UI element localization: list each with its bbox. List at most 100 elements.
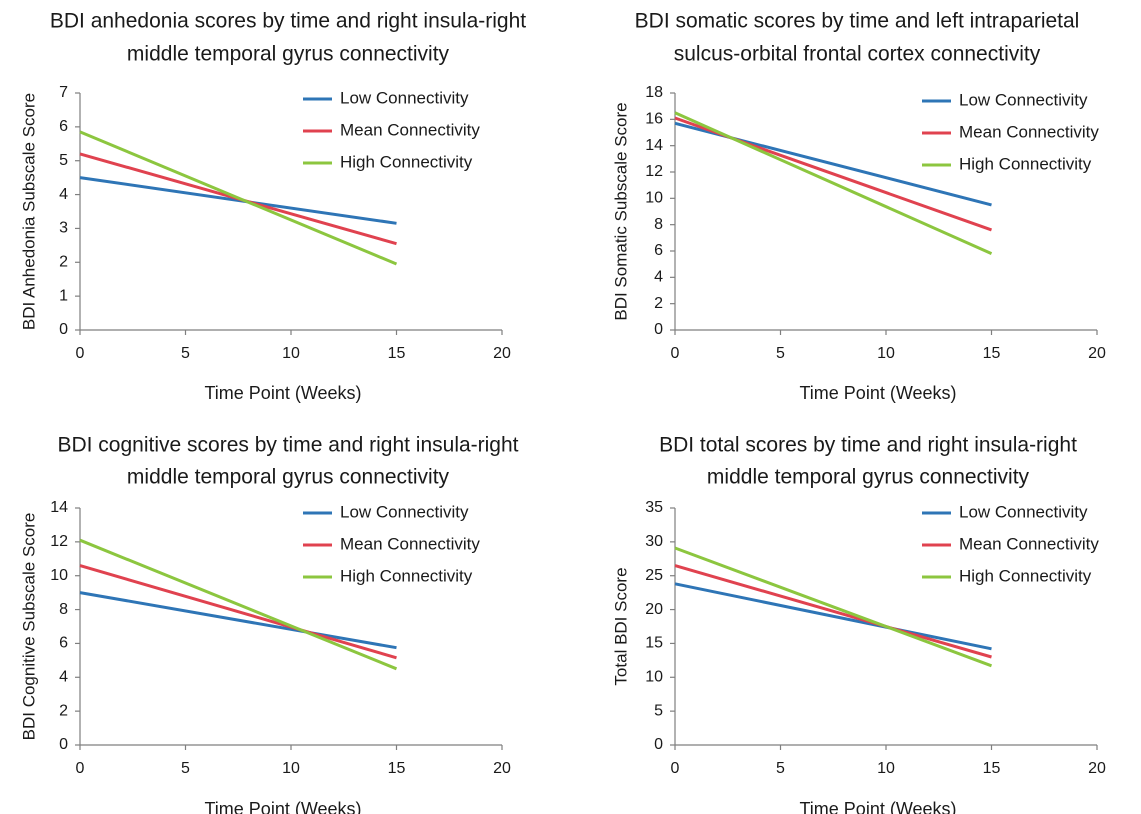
x-axis-label: Time Point (Weeks): [799, 383, 956, 403]
legend-label: Mean Connectivity: [959, 122, 1099, 141]
x-axis-label: Time Point (Weeks): [204, 383, 361, 403]
chart-panel-4: BDI total scores by time and right insul…: [611, 434, 1106, 814]
legend-label: Low Connectivity: [340, 502, 469, 521]
y-tick-label: 10: [645, 190, 663, 207]
legend-label: Mean Connectivity: [340, 534, 480, 553]
chart-title-line-2: middle temporal gyrus connectivity: [707, 466, 1030, 489]
legend: Low Connectivity Mean Connectivity High Co…: [922, 90, 1099, 173]
x-tick-label: 10: [282, 760, 300, 777]
x-tick-label: 20: [493, 345, 511, 362]
y-tick-label: 6: [59, 118, 68, 135]
chart-panel-1: BDI anhedonia scores by time and right i…: [19, 10, 526, 403]
x-tick-label: 5: [776, 760, 785, 777]
x-tick-label: 10: [877, 760, 895, 777]
y-tick-label: 0: [59, 321, 68, 338]
legend-label: Low Connectivity: [959, 90, 1088, 109]
chart-panel-2: BDI somatic scores by time and left intr…: [611, 10, 1106, 403]
y-tick-label: 15: [645, 635, 663, 652]
legend-label: Low Connectivity: [340, 88, 469, 107]
y-tick-label: 0: [59, 736, 68, 753]
y-tick-label: 4: [654, 269, 663, 286]
x-axis-label: Time Point (Weeks): [799, 799, 956, 814]
series-line-high-connectivity: [674, 111, 993, 255]
y-tick-label: 20: [645, 601, 663, 618]
series-line-low-connectivity: [674, 582, 992, 651]
legend: Low Connectivity Mean Connectivity High Co…: [303, 88, 480, 171]
y-tick-label: 5: [654, 702, 663, 719]
y-tick-label: 12: [50, 533, 68, 550]
y-tick-label: 14: [645, 137, 663, 154]
y-tick-label: 30: [645, 533, 663, 550]
legend-label: High Connectivity: [340, 566, 473, 585]
legend-label: Mean Connectivity: [340, 120, 480, 139]
series-line-mean-connectivity: [674, 564, 992, 659]
x-tick-label: 5: [776, 345, 785, 362]
x-tick-label: 10: [877, 345, 895, 362]
legend-label: High Connectivity: [340, 152, 473, 171]
y-axis-label: BDI Cognitive Subscale Score: [19, 513, 38, 741]
y-tick-label: 6: [59, 635, 68, 652]
legend: Low Connectivity Mean Connectivity High Co…: [303, 502, 480, 585]
x-tick-label: 0: [671, 760, 680, 777]
legend-label: Mean Connectivity: [959, 534, 1099, 553]
x-tick-label: 5: [181, 760, 190, 777]
series-line-high-connectivity: [674, 546, 993, 668]
chart-panel-3: BDI cognitive scores by time and right i…: [19, 434, 518, 814]
y-tick-label: 8: [654, 216, 663, 233]
chart-title-line-1: BDI somatic scores by time and left intr…: [635, 10, 1080, 33]
x-tick-label: 15: [983, 345, 1001, 362]
y-tick-label: 35: [645, 499, 663, 516]
y-tick-label: 2: [654, 295, 663, 312]
y-tick-label: 8: [59, 601, 68, 618]
y-tick-label: 2: [59, 702, 68, 719]
x-tick-label: 15: [388, 760, 406, 777]
y-tick-label: 10: [645, 669, 663, 686]
x-axis-label: Time Point (Weeks): [204, 799, 361, 814]
series-line-mean-connectivity: [79, 564, 397, 660]
legend-label: High Connectivity: [959, 566, 1092, 585]
y-tick-label: 7: [59, 84, 68, 101]
x-tick-label: 20: [1088, 345, 1106, 362]
chart-title-line-1: BDI anhedonia scores by time and right i…: [50, 10, 526, 33]
chart-title-line-1: BDI total scores by time and right insul…: [659, 434, 1077, 457]
y-tick-label: 2: [59, 254, 68, 271]
legend-label: Low Connectivity: [959, 502, 1088, 521]
chart-title-line-2: sulcus-orbital frontal cortex connectivi…: [674, 43, 1041, 66]
y-tick-label: 4: [59, 186, 68, 203]
x-tick-label: 5: [181, 345, 190, 362]
y-tick-label: 10: [50, 567, 68, 584]
y-axis-label: BDI Somatic Subscale Score: [611, 102, 630, 320]
x-tick-label: 0: [76, 760, 85, 777]
y-tick-label: 1: [59, 287, 68, 304]
series-line-high-connectivity: [79, 538, 398, 671]
y-tick-label: 25: [645, 567, 663, 584]
x-tick-label: 15: [983, 760, 1001, 777]
series-line-low-connectivity: [79, 176, 397, 225]
y-tick-label: 5: [59, 152, 68, 169]
y-tick-label: 6: [654, 242, 663, 259]
x-tick-label: 15: [388, 345, 406, 362]
x-tick-label: 20: [493, 760, 511, 777]
y-tick-label: 16: [645, 111, 663, 128]
y-tick-label: 14: [50, 499, 68, 516]
y-tick-label: 0: [654, 736, 663, 753]
y-tick-label: 4: [59, 669, 68, 686]
y-tick-label: 12: [645, 163, 663, 180]
y-axis-label: Total BDI Score: [611, 567, 630, 685]
x-tick-label: 20: [1088, 760, 1106, 777]
y-axis-label: BDI Anhedonia Subscale Score: [19, 93, 38, 330]
x-tick-label: 10: [282, 345, 300, 362]
chart-title-line-1: BDI cognitive scores by time and right i…: [57, 434, 518, 457]
series-line-high-connectivity: [79, 130, 398, 266]
chart-title-line-2: middle temporal gyrus connectivity: [127, 43, 450, 66]
legend-label: High Connectivity: [959, 154, 1092, 173]
y-tick-label: 18: [645, 84, 663, 101]
x-tick-label: 0: [76, 345, 85, 362]
chart-title-line-2: middle temporal gyrus connectivity: [127, 466, 450, 489]
y-tick-label: 0: [654, 321, 663, 338]
x-tick-label: 0: [671, 345, 680, 362]
series-line-low-connectivity: [79, 591, 397, 650]
y-tick-label: 3: [59, 220, 68, 237]
legend: Low Connectivity Mean Connectivity High Co…: [922, 502, 1099, 585]
